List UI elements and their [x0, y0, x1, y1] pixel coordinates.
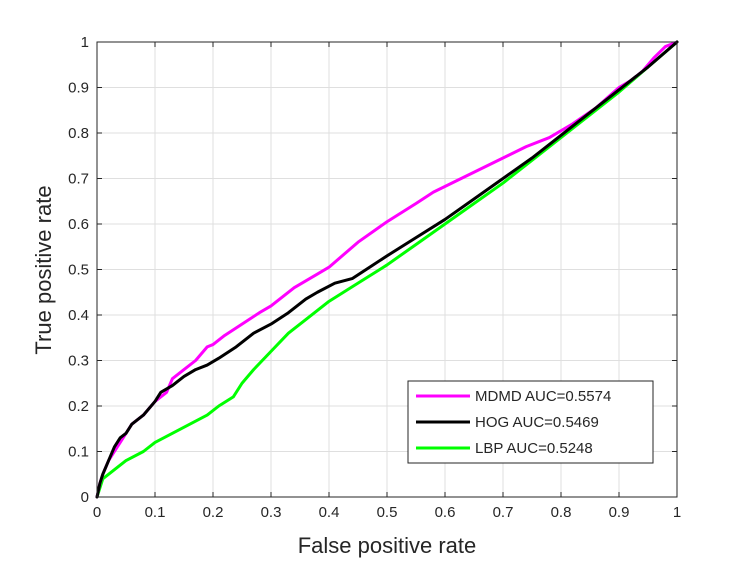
x-tick-label: 0.2	[203, 504, 224, 521]
x-tick-label: 0.7	[493, 504, 514, 521]
y-tick-label: 0.8	[68, 125, 89, 142]
y-tick-label: 0.1	[68, 444, 89, 461]
x-tick-label: 0.6	[435, 504, 456, 521]
y-tick-label: 0.7	[68, 171, 89, 188]
y-tick-label: 0.2	[68, 398, 89, 415]
series-line-2	[95, 40, 679, 499]
series-line-1	[95, 40, 679, 499]
ticks: 0 0.1 0.2 0.3 0.4 0.5 0.6 0.7 0.8 0.9 1 0 0.1 0.2 0.3 0…	[68, 34, 681, 521]
y-tick-label: 0	[81, 489, 89, 506]
x-tick-label: 0.1	[145, 504, 166, 521]
x-axis-label: False positive rate	[298, 533, 477, 558]
y-axis-label: True positive rate	[31, 185, 56, 354]
x-tick-label: 0	[93, 504, 101, 521]
y-tick-label: 0.3	[68, 353, 89, 370]
x-tick-label: 0.5	[377, 504, 398, 521]
legend-label: LBP AUC=0.5248	[475, 440, 593, 457]
legend-label: HOG AUC=0.5469	[475, 414, 599, 431]
x-tick-label: 1	[673, 504, 681, 521]
x-tick-label: 0.4	[319, 504, 340, 521]
y-tick-label: 0.5	[68, 262, 89, 279]
series-layer	[95, 40, 679, 499]
x-tick-label: 0.9	[609, 504, 630, 521]
y-tick-label: 0.6	[68, 216, 89, 233]
y-tick-label: 0.4	[68, 307, 89, 324]
x-tick-label: 0.8	[551, 504, 572, 521]
y-tick-label: 0.9	[68, 80, 89, 97]
x-tick-label: 0.3	[261, 504, 282, 521]
y-tick-label: 1	[81, 34, 89, 51]
legend: MDMD AUC=0.5574 HOG AUC=0.5469 LBP AUC=0.5…	[407, 380, 654, 464]
legend-label: MDMD AUC=0.5574	[475, 388, 611, 405]
